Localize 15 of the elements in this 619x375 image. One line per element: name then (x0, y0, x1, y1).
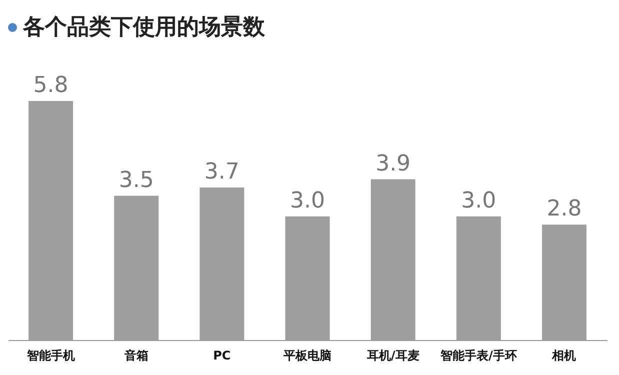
data-label: 3.5 (118, 168, 154, 193)
data-label: 5.8 (33, 73, 68, 98)
x-tick-label: 智能手机 (26, 348, 75, 362)
x-tick-label: PC (213, 348, 231, 362)
chart-title: 各个品类下使用的场景数 (23, 14, 265, 42)
x-tick-label: 平板电脑 (282, 348, 332, 362)
data-label: 2.8 (546, 196, 582, 222)
data-label: 3.9 (376, 151, 411, 176)
x-tick-label: 智能手表/手环 (439, 348, 517, 362)
x-tick-label: 音箱 (123, 348, 148, 362)
x-tick-label: 相机 (551, 348, 576, 362)
data-label: 3.0 (290, 188, 325, 214)
data-label: 3.7 (204, 160, 240, 185)
x-tick-label: 耳机/耳麦 (366, 348, 420, 362)
data-label: 3.0 (461, 188, 496, 214)
